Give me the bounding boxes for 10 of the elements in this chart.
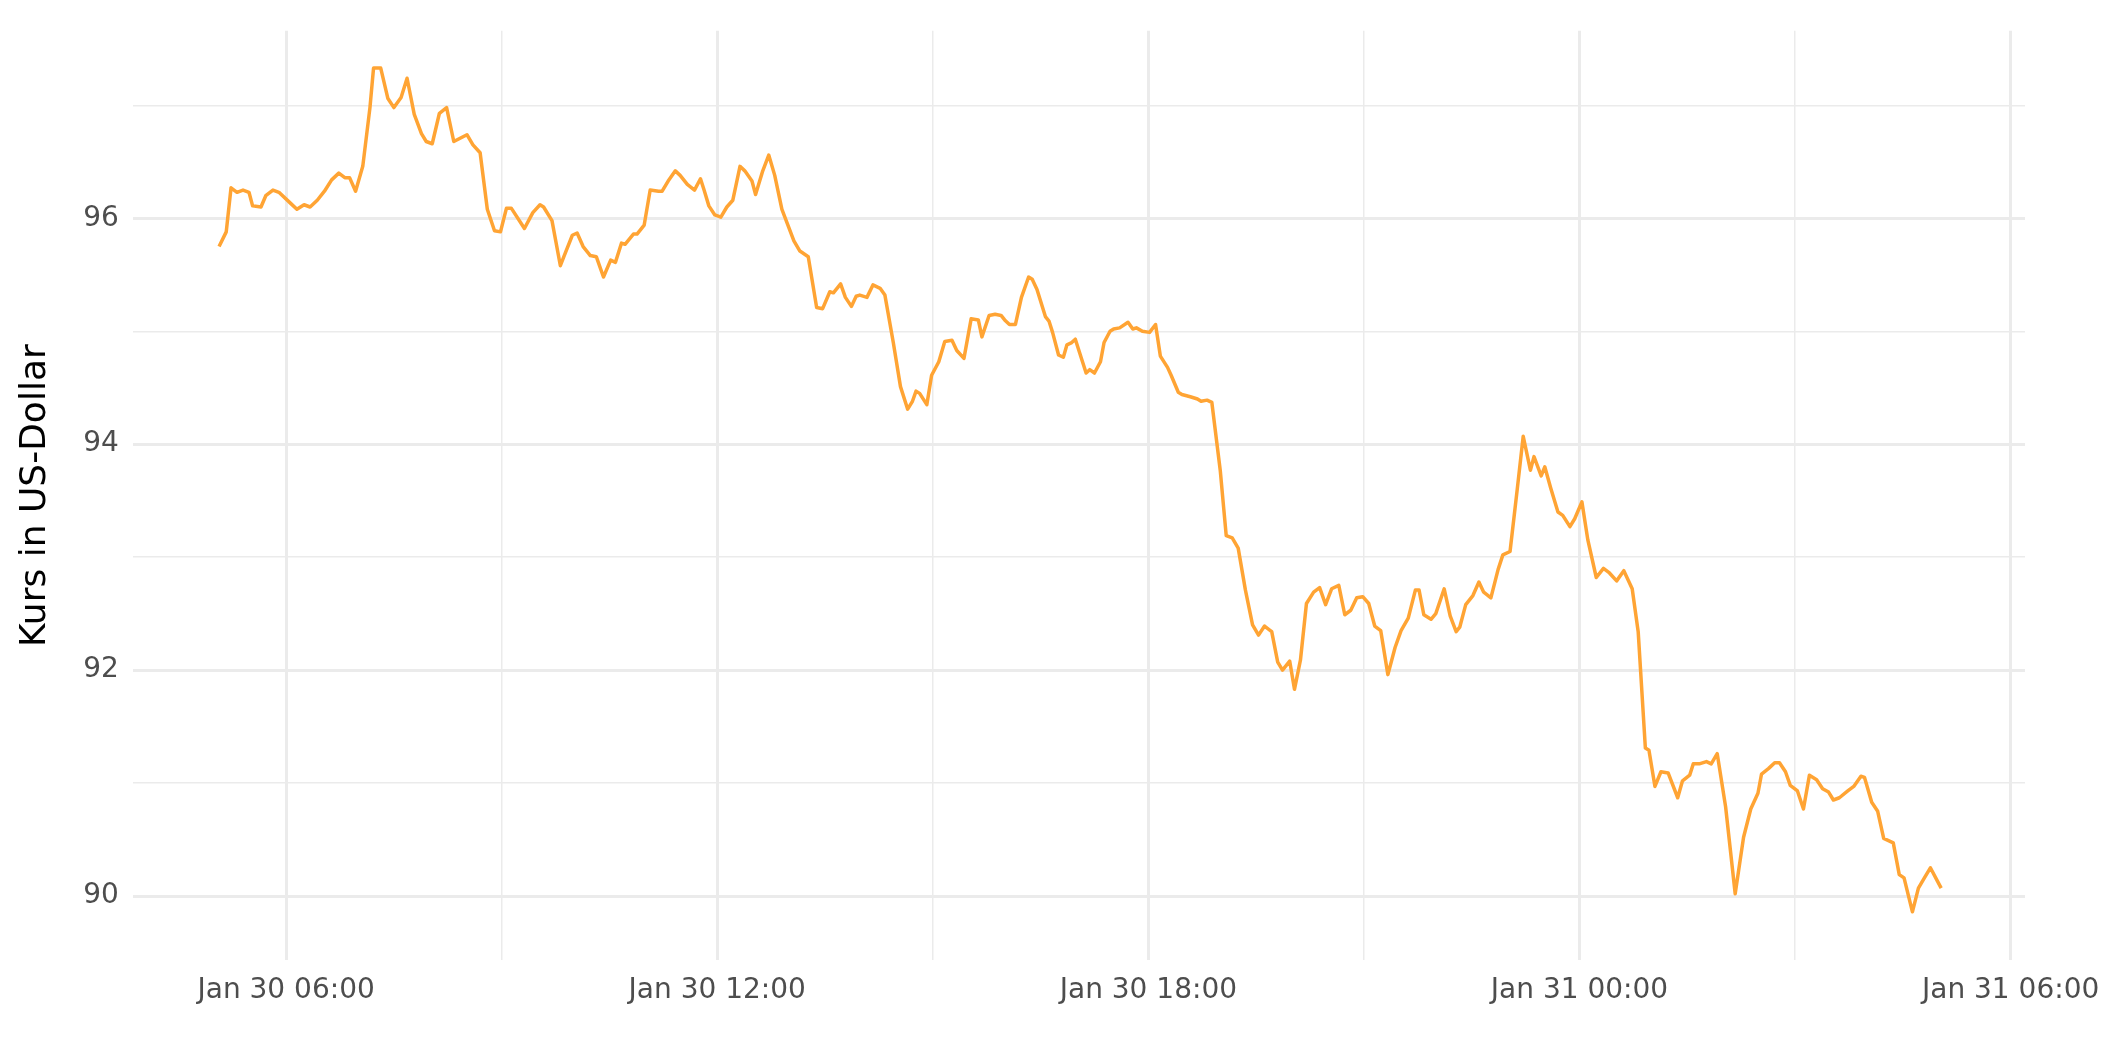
y-tick-label: 90 [83,877,119,911]
x-tick-label: Jan 31 00:00 [1488,972,1669,1006]
y-axis-title: Kurs in US-Dollar [11,344,53,647]
x-tick-label: Jan 31 06:00 [1919,972,2100,1006]
y-tick-label: 94 [83,425,119,459]
y-tick-label: 96 [83,199,119,233]
x-tick-label: Jan 30 06:00 [195,972,375,1006]
x-tick-label: Jan 30 12:00 [626,972,806,1006]
x-tick-label: Jan 30 18:00 [1057,972,1238,1006]
y-tick-label: 92 [83,651,119,685]
